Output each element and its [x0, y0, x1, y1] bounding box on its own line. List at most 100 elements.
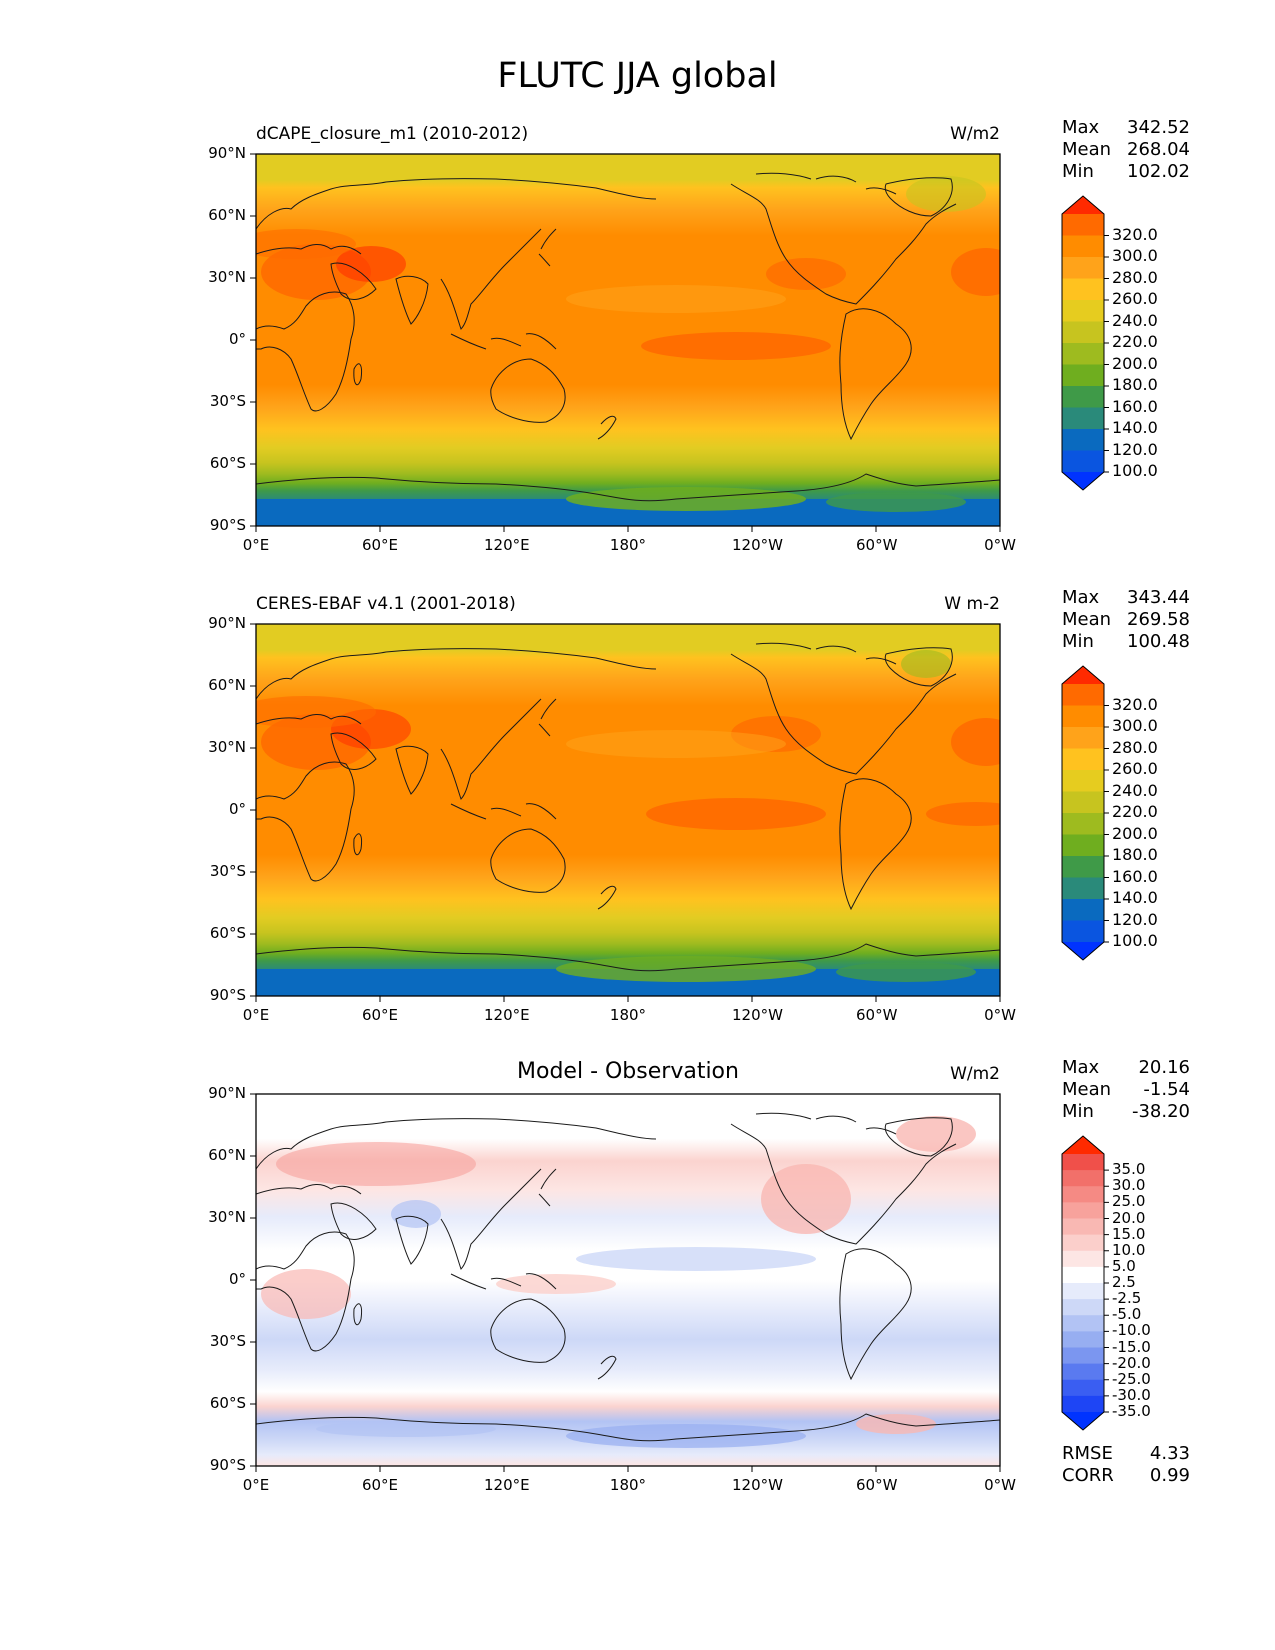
- stat-min-label: Min: [1062, 631, 1094, 652]
- colorbar-swatch: [1062, 214, 1104, 237]
- lat-tick-label: 30°S: [209, 392, 246, 410]
- colorbar-label: 5.0: [1112, 1256, 1136, 1275]
- lon-tick-label: 120°W: [732, 536, 783, 554]
- colorbar-label: 300.0: [1112, 716, 1158, 735]
- lon-tick-label: 180°: [609, 1476, 647, 1494]
- stat-max-value: 20.16: [1138, 1057, 1190, 1078]
- colorbar-swatch: [1062, 1299, 1104, 1316]
- colorbar-swatch: [1062, 364, 1104, 387]
- lat-tick-label: 90°S: [209, 1456, 246, 1474]
- lon-tick-label: 0°E: [242, 1006, 270, 1024]
- panel-difference-title: Model - Observation: [517, 1059, 739, 1084]
- colorbar-swatch: [1062, 705, 1104, 728]
- colorbar-label: 25.0: [1112, 1192, 1146, 1211]
- lon-tick-label: 60°W: [856, 536, 898, 554]
- colorbar-observation: [1061, 665, 1109, 961]
- colorbar-swatch: [1062, 343, 1104, 366]
- colorbar-label: 180.0: [1112, 375, 1158, 394]
- colorbar-extend-max: [1062, 666, 1104, 684]
- colorbar-label: -15.0: [1112, 1337, 1151, 1356]
- lon-tick-label: 0°E: [242, 1476, 270, 1494]
- colorbar-swatch: [1062, 770, 1104, 793]
- stat-mean-value: -1.54: [1143, 1079, 1190, 1100]
- colorbar-label: 140.0: [1112, 888, 1158, 907]
- stat-corr-value: 0.99: [1149, 1465, 1190, 1486]
- colorbar-label: 300.0: [1112, 246, 1158, 265]
- colorbar-swatch: [1062, 1315, 1104, 1332]
- lon-tick-label: 0°W: [984, 536, 1016, 554]
- colorbar-label: 10.0: [1112, 1240, 1146, 1259]
- colorbar-extend-min: [1062, 472, 1104, 490]
- colorbar-label: 160.0: [1112, 866, 1158, 886]
- colorbar-label: 2.5: [1112, 1273, 1136, 1291]
- lat-tick-label: 30°N: [208, 1208, 246, 1226]
- stat-mean-label: Mean: [1062, 609, 1112, 630]
- colorbar-swatch: [1062, 920, 1104, 943]
- colorbar-label: 280.0: [1112, 737, 1158, 757]
- colorbar-swatch: [1062, 856, 1104, 879]
- colorbar-swatch: [1062, 813, 1104, 836]
- lon-tick-label: 120°E: [484, 1006, 530, 1024]
- lat-tick-label: 60°S: [209, 924, 246, 942]
- colorbar-swatch: [1062, 1379, 1104, 1397]
- stat-min-value: -38.20: [1131, 1101, 1190, 1122]
- lat-tick-label: 60°S: [209, 1394, 246, 1412]
- colorbar-swatch: [1062, 1250, 1104, 1268]
- lat-tick-label: 30°N: [208, 268, 246, 286]
- stat-min-value: 100.48: [1127, 631, 1190, 652]
- colorbar-extend-min: [1062, 942, 1104, 960]
- colorbar-swatch: [1062, 748, 1104, 771]
- colorbar-label: 20.0: [1112, 1208, 1146, 1227]
- colorbar-swatch: [1062, 1170, 1104, 1187]
- lat-tick-label: 60°N: [208, 1146, 246, 1164]
- colorbar-label: 100.0: [1112, 461, 1158, 480]
- map-field-observation: [256, 624, 1000, 996]
- colorbar-extend-max: [1062, 196, 1104, 214]
- lat-tick-label: 90°S: [209, 516, 246, 534]
- colorbar-label: 30.0: [1112, 1176, 1146, 1195]
- colorbar-swatch: [1062, 1395, 1104, 1413]
- lon-tick-label: 60°W: [856, 1006, 898, 1024]
- lon-tick-label: 0°W: [984, 1006, 1016, 1024]
- colorbar-extend-max: [1062, 1136, 1104, 1154]
- stat-mean-value: 268.04: [1127, 139, 1190, 160]
- colorbar-difference: [1061, 1135, 1109, 1431]
- lon-tick-label: 60°E: [361, 1006, 399, 1024]
- colorbar-swatch: [1062, 407, 1104, 430]
- colorbar-swatch: [1062, 899, 1104, 922]
- colorbar-label: 220.0: [1112, 802, 1158, 821]
- stat-mean-label: Mean: [1062, 139, 1112, 160]
- colorbar-swatch: [1062, 386, 1104, 409]
- colorbar-swatch: [1062, 257, 1104, 280]
- colorbar-swatch: [1062, 1266, 1104, 1284]
- colorbar-label: -10.0: [1112, 1321, 1151, 1340]
- lon-tick-label: 60°E: [361, 536, 399, 554]
- lat-tick-label: 90°N: [208, 144, 246, 162]
- colorbar-label: 200.0: [1112, 823, 1158, 843]
- colorbar-swatch: [1062, 1283, 1104, 1300]
- colorbar-swatch: [1062, 1363, 1104, 1381]
- colorbar-label: 320.0: [1112, 694, 1158, 714]
- panel-observation: [250, 623, 1001, 1002]
- lat-tick-label: 0°: [228, 330, 246, 348]
- lat-tick-label: 90°N: [208, 1084, 246, 1102]
- colorbar-label: 220.0: [1112, 332, 1158, 351]
- lat-tick-label: 60°N: [208, 676, 246, 694]
- colorbar-label: 15.0: [1112, 1224, 1146, 1243]
- lat-tick-label: 30°S: [209, 1332, 246, 1350]
- colorbar-swatch: [1062, 1218, 1104, 1236]
- lon-tick-label: 60°W: [856, 1476, 898, 1494]
- lon-tick-label: 120°E: [484, 1476, 530, 1494]
- colorbar-label: -30.0: [1112, 1385, 1151, 1404]
- colorbar-label: 200.0: [1112, 353, 1158, 373]
- colorbar-swatch: [1062, 877, 1104, 900]
- colorbar-extend-min: [1062, 1412, 1104, 1430]
- colorbar-label: -5.0: [1112, 1305, 1142, 1324]
- colorbar-label: -35.0: [1112, 1402, 1151, 1420]
- panel-model-units: W/m2: [950, 124, 1000, 144]
- figure-title: FLUTC JJA global: [497, 56, 778, 96]
- panel-difference-units: W/m2: [950, 1064, 1000, 1084]
- colorbar-swatch: [1062, 1331, 1104, 1349]
- lon-tick-label: 0°W: [984, 1476, 1016, 1494]
- colorbar-swatch: [1062, 300, 1104, 323]
